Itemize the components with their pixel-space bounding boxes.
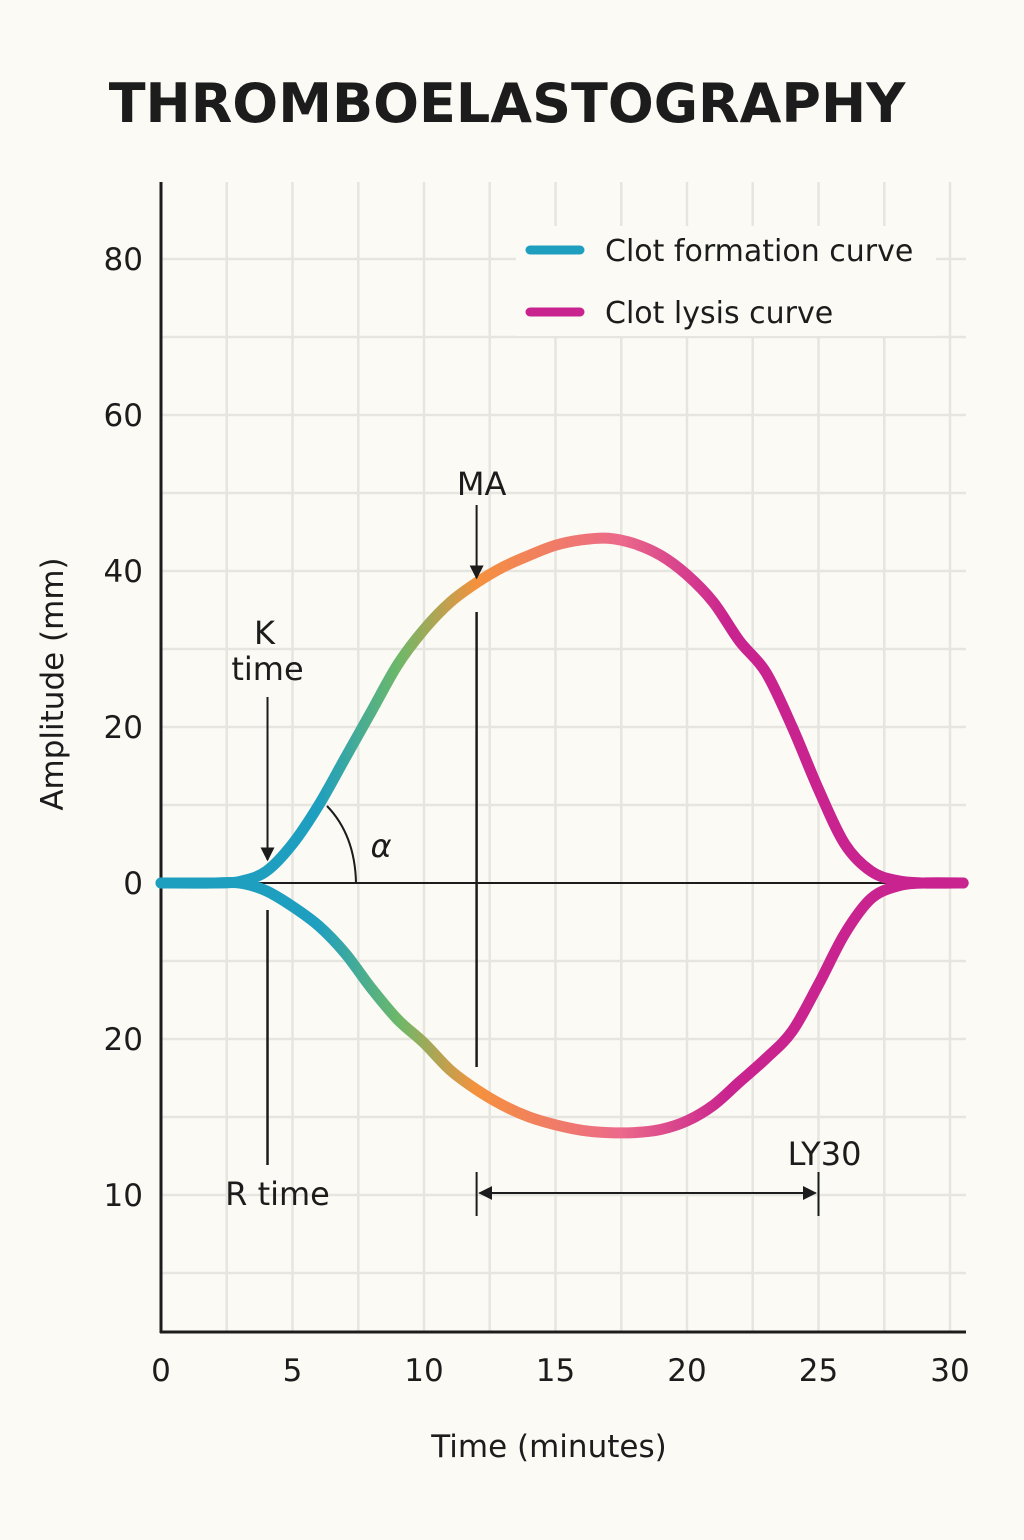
y-tick-label: 20: [104, 710, 143, 746]
ma-label: MA: [457, 465, 507, 503]
alpha-label: α: [370, 827, 391, 865]
x-tick-label: 25: [799, 1353, 838, 1389]
clot-lysis-curve: [155, 876, 969, 1139]
y-axis-label: Amplitude (mm): [35, 557, 71, 810]
y-tick-label: 20: [104, 1022, 143, 1058]
series: [155, 532, 969, 1139]
alpha-arc: [326, 805, 357, 884]
clot-formation-curve: [155, 532, 969, 889]
y-tick-label: 10: [104, 1178, 143, 1214]
legend-label: Clot lysis curve: [605, 296, 833, 331]
tick-labels: 0 5 10 15 20 25 30 80 60 40 20 0 20 10: [104, 242, 970, 1389]
x-tick-label: 15: [536, 1353, 575, 1389]
x-tick-label: 20: [667, 1353, 706, 1389]
chart-title: THROMBOELASTOGRAPHY: [109, 72, 907, 135]
k-time-label: K: [254, 614, 276, 652]
r-time-label: R time: [225, 1175, 330, 1213]
x-tick-label: 10: [404, 1353, 443, 1389]
x-tick-label: 0: [151, 1353, 171, 1389]
k-time-label: time: [231, 650, 303, 688]
ly30-label: LY30: [788, 1135, 862, 1173]
y-tick-label: 40: [104, 554, 143, 590]
legend: Clot formation curve Clot lysis curve: [516, 226, 936, 336]
legend-label: Clot formation curve: [605, 234, 913, 269]
x-axis-label: Time (minutes): [430, 1429, 666, 1465]
y-tick-label: 80: [104, 242, 143, 278]
y-tick-label: 60: [104, 398, 143, 434]
x-tick-label: 5: [283, 1353, 303, 1389]
y-tick-label: 0: [123, 866, 143, 902]
legend-background: [516, 226, 936, 336]
x-tick-label: 30: [930, 1353, 969, 1389]
